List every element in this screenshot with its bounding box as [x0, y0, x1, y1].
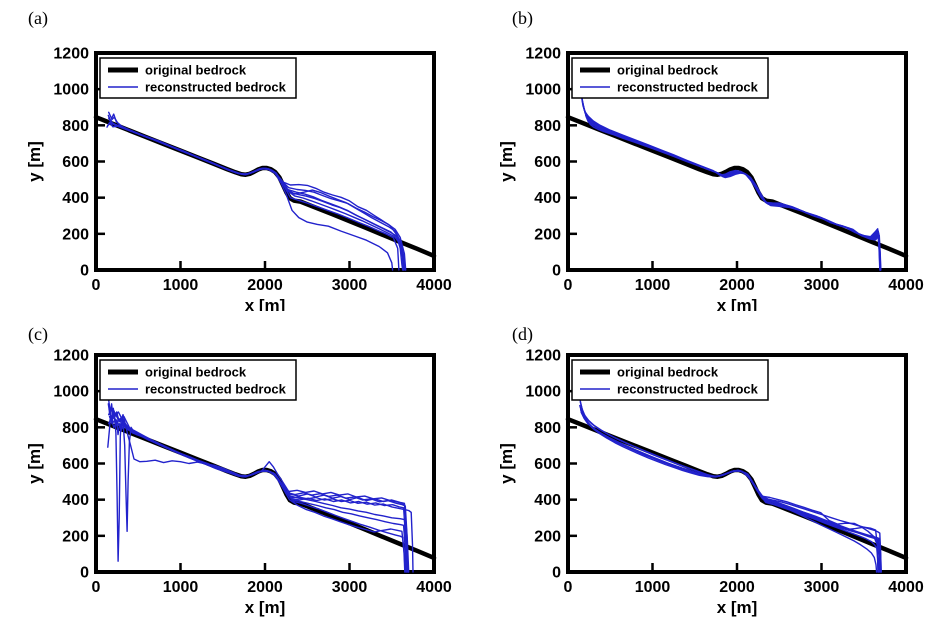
subplot-a: (a) 0 1000 2000 3000 4000 0 200 400 600 800 1000 12…	[0, 0, 472, 311]
y-tick-label: 800	[62, 420, 89, 437]
panel-label-c: (c)	[28, 324, 48, 344]
y-tick-label: 1200	[525, 46, 561, 63]
subplot-d: (d) 0 1000 2000 3000 4000 0 200 400 600 800 1000 12…	[472, 312, 944, 623]
chart-b: 0 1000 2000 3000 4000 0 200 400 600 800 1000 1200 x …	[497, 46, 924, 312]
y-axis-label: y [m]	[25, 443, 44, 484]
chart-c: 0 1000 2000 3000 4000 0 200 400 600 800 1000 1200 x …	[25, 348, 452, 618]
x-tick-label: 1000	[635, 579, 671, 596]
chart-d: 0 1000 2000 3000 4000 0 200 400 600 800 1000 1200 x …	[497, 348, 924, 618]
y-tick-label: 400	[534, 492, 561, 509]
y-tick-label: 200	[534, 528, 561, 545]
legend-label: original bedrock	[617, 365, 719, 380]
reconstructed-bedrock-line	[112, 122, 406, 271]
x-axis-label: x [m]	[717, 598, 758, 617]
y-tick-label: 1000	[53, 82, 89, 99]
x-tick-label: 3000	[332, 277, 368, 294]
x-axis-label: x [m]	[245, 296, 286, 311]
panel-label-a: (a)	[28, 8, 48, 28]
panel-label-d: (d)	[512, 324, 533, 344]
panel-label-b: (b)	[512, 8, 533, 28]
legend-label: original bedrock	[145, 63, 247, 78]
y-tick-label: 600	[62, 154, 89, 171]
x-tick-label: 0	[564, 579, 573, 596]
y-axis-label: y [m]	[497, 443, 516, 484]
legend-label: reconstructed bedrock	[617, 80, 759, 95]
x-tick-label: 2000	[247, 277, 283, 294]
x-tick-label: 0	[92, 277, 101, 294]
y-tick-label: 200	[534, 226, 561, 243]
y-tick-label: 0	[552, 565, 561, 582]
y-tick-label: 400	[62, 492, 89, 509]
reconstructed-bedrock-line	[584, 114, 882, 271]
y-axis-label: y [m]	[25, 141, 44, 182]
legend-label: original bedrock	[617, 63, 719, 78]
subplot-c: (c) 0 1000 2000 3000 4000 0 200 400 600 800 1000 12…	[0, 312, 472, 623]
legend-label: reconstructed bedrock	[145, 80, 287, 95]
y-tick-label: 800	[534, 420, 561, 437]
x-tick-label: 4000	[888, 579, 924, 596]
legend-label: reconstructed bedrock	[145, 382, 287, 397]
legend-box	[99, 359, 297, 401]
x-tick-label: 0	[92, 579, 101, 596]
y-tick-label: 600	[62, 456, 89, 473]
y-tick-label: 400	[534, 190, 561, 207]
y-tick-label: 800	[534, 118, 561, 135]
reconstructed-bedrock-line	[108, 411, 406, 573]
x-tick-label: 2000	[247, 579, 283, 596]
legend-label: reconstructed bedrock	[617, 382, 759, 397]
y-tick-label: 0	[80, 263, 89, 280]
y-tick-label: 600	[534, 456, 561, 473]
y-tick-label: 1200	[53, 46, 89, 63]
y-tick-label: 0	[552, 263, 561, 280]
y-tick-label: 0	[80, 565, 89, 582]
y-tick-label: 800	[62, 118, 89, 135]
y-tick-label: 1200	[53, 348, 89, 365]
x-tick-label: 4000	[416, 277, 452, 294]
legend-box	[571, 359, 769, 401]
x-tick-label: 3000	[804, 277, 840, 294]
x-tick-label: 1000	[163, 277, 199, 294]
y-tick-label: 1000	[525, 82, 561, 99]
x-tick-label: 3000	[804, 579, 840, 596]
y-tick-label: 1000	[53, 384, 89, 401]
x-tick-label: 2000	[719, 579, 755, 596]
y-tick-label: 200	[62, 226, 89, 243]
legend-box	[571, 57, 769, 99]
x-tick-label: 0	[564, 277, 573, 294]
y-axis-label: y [m]	[497, 141, 516, 182]
reconstructed-bedrock-line	[580, 409, 882, 573]
subplot-b: (b) 0 1000 2000 3000 4000 0 200 400 600 800 1000 12…	[472, 0, 944, 311]
y-tick-label: 1000	[525, 384, 561, 401]
legend-label: original bedrock	[145, 365, 247, 380]
x-tick-label: 4000	[416, 579, 452, 596]
original-bedrock-line	[565, 114, 909, 259]
x-tick-label: 1000	[163, 579, 199, 596]
x-tick-label: 3000	[332, 579, 368, 596]
y-tick-label: 200	[62, 528, 89, 545]
x-axis-label: x [m]	[245, 598, 286, 617]
x-tick-label: 1000	[635, 277, 671, 294]
x-tick-label: 2000	[719, 277, 755, 294]
x-tick-label: 4000	[888, 277, 924, 294]
legend-box	[99, 57, 297, 99]
y-tick-label: 400	[62, 190, 89, 207]
x-axis-label: x [m]	[717, 296, 758, 311]
y-tick-label: 600	[534, 154, 561, 171]
chart-a: 0 1000 2000 3000 4000 0 200 400 600 800 1000 1200 x …	[25, 46, 452, 312]
y-tick-label: 1200	[525, 348, 561, 365]
